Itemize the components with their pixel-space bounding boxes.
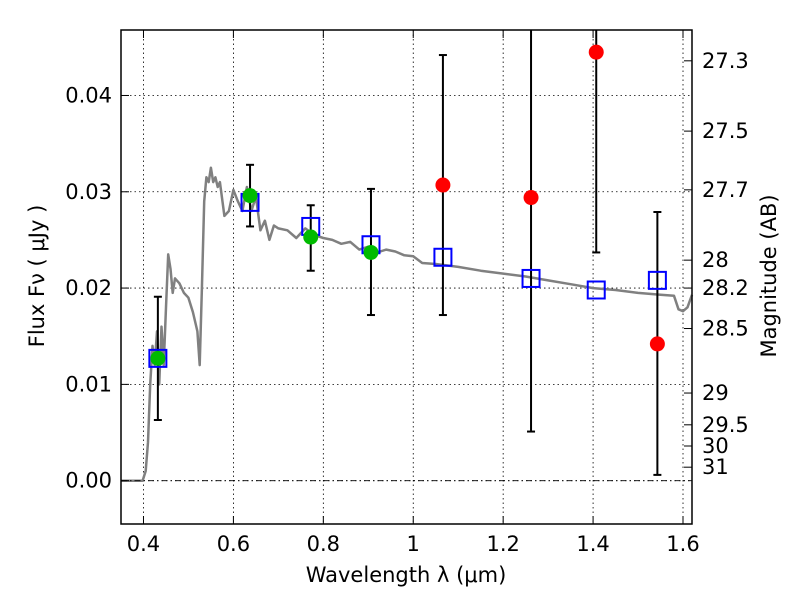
x-tick-label: 0.6 xyxy=(217,532,250,556)
x-tick-label: 1.2 xyxy=(486,532,519,556)
detection-point xyxy=(303,229,319,245)
x-axis-label: Wavelength λ (μm) xyxy=(306,563,507,587)
model-photometry-square xyxy=(433,247,453,267)
right-tick-label: 28 xyxy=(702,248,729,272)
right-tick-label: 28.5 xyxy=(702,317,749,341)
detection-point xyxy=(150,350,166,366)
x-tick-label: 0.8 xyxy=(307,532,340,556)
detection-point xyxy=(363,244,379,260)
axis-ticks xyxy=(121,30,692,524)
right-tick-label: 29.5 xyxy=(702,413,749,437)
y-tick-label: 0.01 xyxy=(65,372,112,396)
detection-points xyxy=(150,188,379,366)
model-spectrum-line xyxy=(121,166,694,482)
right-tick-label: 27.3 xyxy=(702,49,749,73)
y-tick-label: 0.03 xyxy=(65,180,112,204)
upper-limit-points xyxy=(435,44,665,352)
x-tick-labels: 0.4 0.6 0.8 1 1.2 1.4 1.6 xyxy=(127,532,700,556)
upper-limit-point xyxy=(435,177,451,193)
model-photometry-square xyxy=(647,270,667,290)
y-tick-labels: 0.00 0.01 0.02 0.03 0.04 xyxy=(65,83,112,492)
detection-point xyxy=(242,188,258,204)
x-tick-label: 1.4 xyxy=(576,532,609,556)
upper-limit-point xyxy=(588,44,604,60)
x-tick-label: 1.6 xyxy=(666,532,699,556)
right-tick-label: 27.5 xyxy=(702,119,749,143)
model-photometry-square xyxy=(586,280,606,300)
right-tick-label: 29 xyxy=(702,381,729,405)
error-bars xyxy=(153,30,662,476)
grid xyxy=(121,30,692,524)
plot-frame xyxy=(120,29,693,525)
upper-limit-point xyxy=(649,336,665,352)
x-tick-label: 1 xyxy=(407,532,420,556)
right-tick-label: 31 xyxy=(702,455,729,479)
y-tick-label: 0.02 xyxy=(65,276,112,300)
y-tick-label: 0.04 xyxy=(65,83,112,107)
model-photometry-square xyxy=(521,268,541,288)
y-axis-label-right: Magnitude (AB) xyxy=(757,194,781,357)
model-photometry-square xyxy=(148,348,168,368)
x-tick-label: 0.4 xyxy=(127,532,160,556)
right-tick-label: 28.2 xyxy=(702,276,749,300)
y-tick-label: 0.00 xyxy=(65,469,112,493)
model-photometry-points xyxy=(148,192,667,368)
right-tick-label: 30 xyxy=(702,434,729,458)
upper-limit-point xyxy=(523,190,539,206)
model-spectrum xyxy=(121,166,694,482)
y-axis-label-left: Flux Fν ( μJy ) xyxy=(25,205,49,348)
right-tick-label: 27.7 xyxy=(702,178,749,202)
